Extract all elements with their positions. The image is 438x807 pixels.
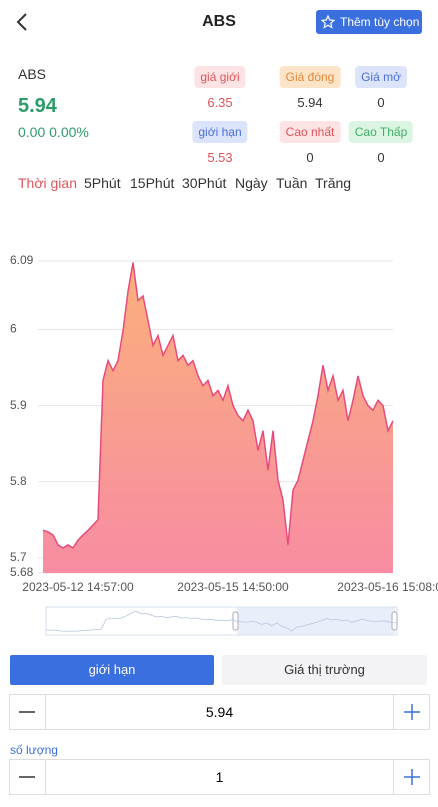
chart: 5.685.7 5.8 5.9 6 6.09 2023-05-12 14:57:00 202… (10, 253, 438, 636)
stat-value: 0 (377, 95, 385, 110)
back-button[interactable] (14, 12, 30, 32)
stat-label: Cao nhất (279, 121, 341, 143)
plus-button[interactable] (395, 695, 429, 729)
stat-label: giá giới (194, 66, 246, 88)
minus-button[interactable] (10, 695, 44, 729)
symbol: ABS (18, 66, 47, 82)
y-tick-label: 6.09 (10, 253, 34, 267)
minus-button[interactable] (10, 760, 44, 794)
zoom-handle[interactable] (391, 611, 398, 631)
stat-value: 5.53 (207, 150, 233, 165)
timeframe-tab[interactable]: Trăng (315, 175, 352, 191)
timeframe-tab[interactable]: Ngày (235, 175, 268, 191)
add-option-button[interactable]: Thêm tùy chọn (316, 10, 422, 34)
y-tick-label: 5.8 (10, 474, 27, 488)
x-tick-label: 2023-05-12 14:57:00 (22, 580, 134, 594)
y-tick-label: 5.9 (10, 398, 27, 412)
stat-value: 0 (306, 150, 314, 165)
y-tick-label: 5.68 (10, 565, 34, 579)
area-fill (43, 262, 393, 573)
price-line (42, 262, 394, 549)
price-input: 5.94 (9, 694, 430, 730)
quantity-label: số lượng (10, 743, 58, 757)
stat-value: 5.94 (297, 95, 323, 110)
stat-value: 0 (377, 150, 385, 165)
page-title: ABS (202, 13, 236, 30)
stat-label: giới hạn (192, 121, 248, 143)
quantity-value[interactable]: 1 (45, 760, 394, 794)
timeframe-tab[interactable]: 15Phút (130, 175, 175, 191)
timeframe-tab[interactable]: Tuần (276, 175, 308, 191)
stat-label: Giá đóng (279, 66, 341, 88)
last-price: 5.94 (18, 95, 57, 117)
button-label: Thêm tùy chọn (340, 15, 420, 29)
quantity-input: 1 (9, 759, 430, 795)
market-tab[interactable]: Giá thị trường (222, 655, 427, 685)
stat-label: Giá mở (355, 66, 407, 88)
zoom-overview-line (45, 610, 398, 632)
star-icon (321, 15, 335, 29)
x-tick-label: 2023-05-16 15:08:00 (337, 580, 438, 594)
timeframe-tab[interactable]: 30Phút (182, 175, 227, 191)
stat-value: 6.35 (207, 95, 233, 110)
stat-label: Cao Thấp (348, 121, 414, 143)
plus-button[interactable] (395, 760, 429, 794)
x-tick-label: 2023-05-15 14:50:00 (177, 580, 289, 594)
price-value[interactable]: 5.94 (45, 695, 394, 729)
y-tick-label: 5.7 (10, 550, 27, 564)
timeframe-tab[interactable]: Thời gian (18, 175, 77, 191)
y-tick-label: 6 (10, 322, 17, 336)
price-change: 0.00 0.00% (18, 124, 89, 140)
limit-tab[interactable]: giới hạn (10, 655, 214, 685)
timeframe-tab[interactable]: 5Phút (84, 175, 121, 191)
